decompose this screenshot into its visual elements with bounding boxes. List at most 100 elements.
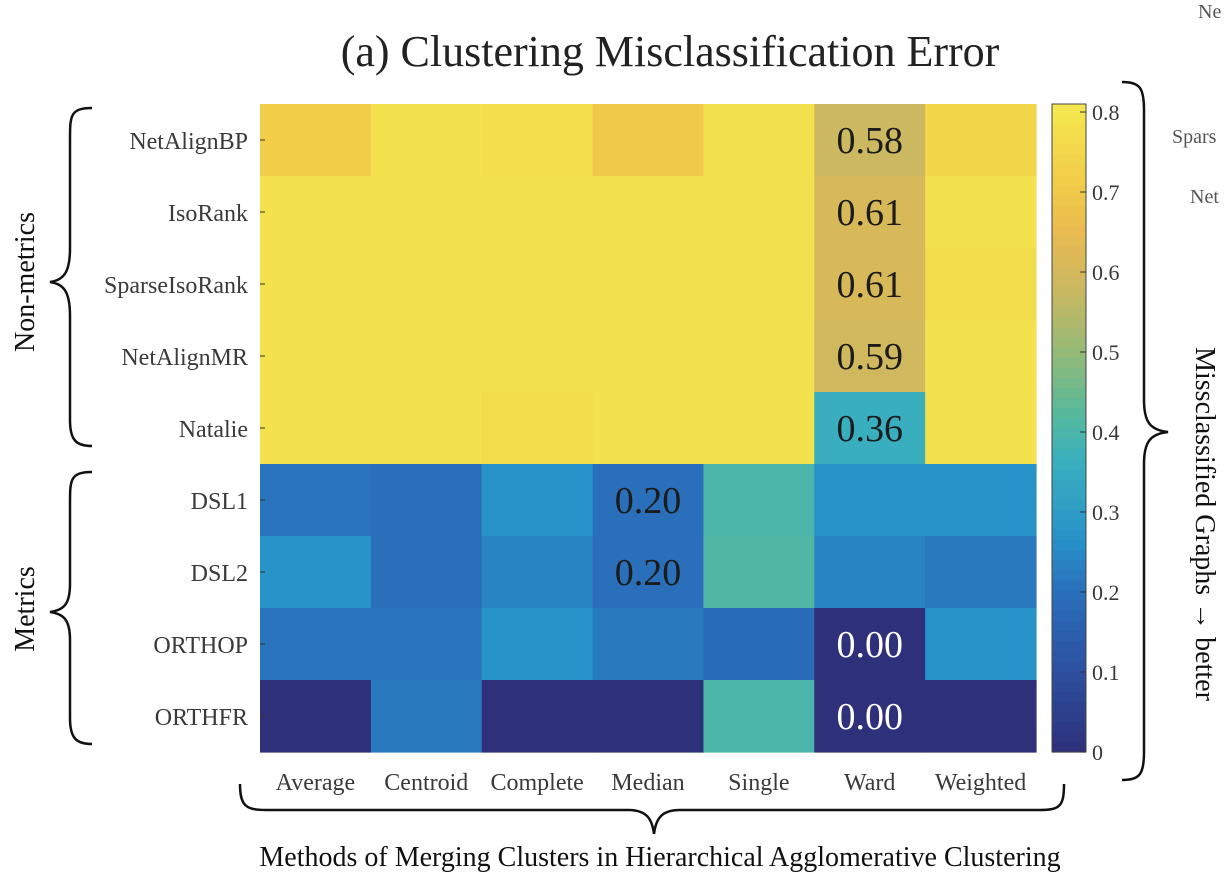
colorbar-segment xyxy=(1052,741,1086,753)
heatmap-cell xyxy=(592,464,705,537)
colorbar-segment xyxy=(1052,225,1086,237)
heatmap-cell xyxy=(260,104,372,177)
colorbar-segment xyxy=(1052,539,1086,551)
colorbar-segment xyxy=(1052,316,1086,328)
colorbar-segment xyxy=(1052,144,1086,156)
heatmap-cell xyxy=(814,320,926,393)
heatmap-cell xyxy=(370,680,483,753)
colorbar-segment xyxy=(1052,245,1086,257)
heatmap-cell xyxy=(814,248,926,321)
heatmap-cell xyxy=(481,104,594,177)
heatmap-cell xyxy=(370,464,483,537)
colorbar-segment xyxy=(1052,478,1086,490)
heatmap-cell xyxy=(925,608,1037,681)
cell-annotations: 0.58 0.61 0.61 0.59 0.36 0.20 0.20 0.00 0.00 xyxy=(615,120,903,738)
colorbar-segment xyxy=(1052,448,1086,459)
colorbar-segment xyxy=(1052,640,1086,652)
row-label: SparseIsoRank xyxy=(104,273,248,299)
heatmap-cell xyxy=(814,536,926,609)
colorbar-tick-label: 0.7 xyxy=(1092,180,1120,205)
heatmap-cell xyxy=(481,608,594,681)
row-label: NetAlignBP xyxy=(129,129,248,155)
heatmap-cell xyxy=(370,320,483,393)
heatmap-cells xyxy=(260,104,1037,753)
heatmap-cell xyxy=(925,320,1037,393)
colorbar-tick-label: 0 xyxy=(1092,740,1103,765)
colorbar-segment xyxy=(1052,711,1086,723)
group-label-non-metrics: Non-metrics xyxy=(10,212,41,352)
column-label: Centroid xyxy=(384,770,468,796)
colorbar-segment xyxy=(1052,397,1086,409)
colorbar-segment xyxy=(1052,691,1086,702)
colorbar-segment xyxy=(1052,276,1086,287)
heatmap-cell xyxy=(592,680,705,753)
heatmap-cell xyxy=(592,176,705,249)
colorbar-segment xyxy=(1052,590,1086,601)
colorbar-segment xyxy=(1052,124,1086,135)
cell-value-label: 0.20 xyxy=(615,480,682,522)
heatmap-cell xyxy=(481,680,594,753)
heatmap-cell xyxy=(925,536,1037,609)
heatmap-cell xyxy=(260,536,372,609)
colorbar-tick-label: 0.3 xyxy=(1092,500,1120,525)
heatmap-cell xyxy=(703,320,815,393)
colorbar-segment xyxy=(1052,549,1086,561)
clipped-label-2: Spars xyxy=(1172,126,1217,148)
colorbar-segment xyxy=(1052,660,1086,672)
cell-value-label: 0.58 xyxy=(836,120,903,162)
column-label: Ward xyxy=(844,770,895,796)
colorbar-segment xyxy=(1052,347,1086,358)
colorbar-segment xyxy=(1052,620,1086,632)
cell-value-label: 0.36 xyxy=(836,408,903,450)
heatmap-cell xyxy=(592,392,705,465)
colorbar-segment xyxy=(1052,650,1086,662)
heatmap-cell xyxy=(925,464,1037,537)
heatmap-cell xyxy=(703,608,815,681)
cell-value-label: 0.61 xyxy=(836,264,903,306)
colorbar-segment xyxy=(1052,428,1086,439)
heatmap-cell xyxy=(814,680,926,753)
colorbar-segment xyxy=(1052,701,1086,713)
heatmap-cell xyxy=(814,464,926,537)
colorbar-segment xyxy=(1052,134,1086,146)
cell-value-label: 0.20 xyxy=(615,552,682,594)
heatmap-cell xyxy=(481,464,594,537)
colorbar-segment xyxy=(1052,367,1086,378)
row-label: ORTHOP xyxy=(153,633,248,659)
colorbar-tick-label: 0.6 xyxy=(1092,260,1120,285)
heatmap-cell xyxy=(370,176,483,249)
colorbar-tick-label: 0.2 xyxy=(1092,580,1120,605)
colorbar-segment xyxy=(1052,488,1086,500)
colorbar-segment xyxy=(1052,255,1086,267)
colorbar-segment xyxy=(1052,559,1086,571)
colorbar-segment xyxy=(1052,630,1086,642)
colorbar-brace xyxy=(1121,80,1169,782)
column-label: Complete xyxy=(490,770,583,796)
heatmap-cell xyxy=(925,392,1037,465)
column-label: Average xyxy=(276,770,356,796)
colorbar-segment xyxy=(1052,235,1086,247)
heatmap-cell xyxy=(592,608,705,681)
colorbar-tick-label: 0.1 xyxy=(1092,660,1120,685)
heatmap-cell xyxy=(370,608,483,681)
clipped-label-1: Ne xyxy=(1198,1,1221,23)
row-label: DSL2 xyxy=(191,561,248,587)
colorbar-segment xyxy=(1052,721,1086,733)
row-label: Natalie xyxy=(179,417,248,443)
heatmap-cell xyxy=(260,608,372,681)
colorbar-segment xyxy=(1052,610,1086,621)
heatmap-cell xyxy=(370,104,483,177)
colorbar-tick-label: 0.4 xyxy=(1092,420,1120,445)
colorbar-segment xyxy=(1052,731,1086,743)
colorbar-segment xyxy=(1052,154,1086,166)
heatmap-cell xyxy=(370,248,483,321)
heatmap-cell xyxy=(481,536,594,609)
cell-value-label: 0.59 xyxy=(836,336,903,378)
row-label: ORTHFR xyxy=(155,705,248,731)
heatmap-cell xyxy=(260,320,372,393)
colorbar-segment xyxy=(1052,215,1086,227)
column-label: Weighted xyxy=(935,770,1026,796)
colorbar-segment xyxy=(1052,458,1086,470)
heatmap-cell xyxy=(260,176,372,249)
